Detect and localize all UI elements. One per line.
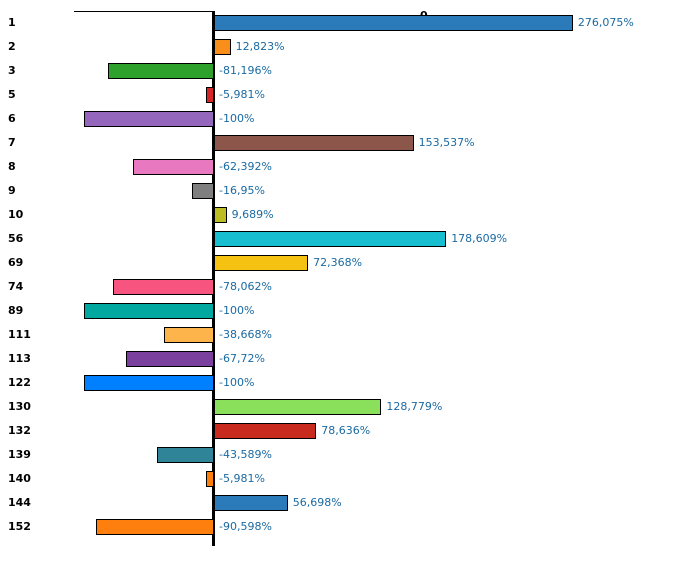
bar [214,423,317,439]
bar-row: 140 -5,981% [0,468,700,492]
bar [214,15,573,31]
bar-row: 6 -100% [0,108,700,132]
category-label: 9 [8,184,16,197]
bar-value-label: -16,95% [219,184,265,197]
bar-row: 144 56,698% [0,492,700,516]
bar [191,183,214,199]
bar-row: 56 178,609% [0,228,700,252]
bar-row: 10 9,689% [0,204,700,228]
bar-row: 132 78,636% [0,420,700,444]
bar-value-label: 276,075% [577,16,634,29]
bar-row: 69 72,368% [0,252,700,276]
category-label: 139 [8,448,31,461]
bar-row: 2 12,823% [0,36,700,60]
bar [84,111,214,127]
bar [108,63,214,79]
category-label: 1 [8,16,16,29]
category-label: 130 [8,400,31,413]
bar [96,519,214,535]
bar-value-label: -90,598% [219,520,272,533]
bar-value-label: -81,196% [219,64,272,77]
category-label: 8 [8,160,16,173]
bar-row: 1 276,075% [0,12,700,36]
bar [206,87,214,103]
plot-top-rule [74,11,214,12]
bar-row: 74 -78,062% [0,276,700,300]
bar-value-label: -78,062% [219,280,272,293]
bar-value-label: -5,981% [219,88,265,101]
bar-value-label: 56,698% [292,496,342,509]
bar-value-label: 153,537% [418,136,475,149]
bar-value-label: 178,609% [451,232,508,245]
bar [214,399,382,415]
category-label: 122 [8,376,31,389]
bar-row: 113 -67,72% [0,348,700,372]
bar-value-label: -5,981% [219,472,265,485]
bar-value-label: 12,823% [235,40,285,53]
bar-value-label: -43,589% [219,448,272,461]
bar-value-label: 72,368% [313,256,363,269]
bar-value-label: 9,689% [231,208,274,221]
bar-row: 152 -90,598% [0,516,700,540]
bar [157,447,214,463]
category-label: 111 [8,328,31,341]
bar [112,279,214,295]
bar [84,303,214,319]
category-label: 113 [8,352,31,365]
category-label: 74 [8,280,24,293]
category-label: 10 [8,208,24,221]
bar [163,327,214,343]
category-label: 6 [8,112,16,125]
category-label: 69 [8,256,24,269]
bar [84,375,214,391]
bar [214,231,447,247]
bar-value-label: -62,392% [219,160,272,173]
bar [206,471,214,487]
bar-value-label: 78,636% [321,424,371,437]
bar [132,159,214,175]
category-label: 3 [8,64,16,77]
bar-value-label: -67,72% [219,352,265,365]
bar-row: 8 -62,392% [0,156,700,180]
bar-row: 130 128,779% [0,396,700,420]
bar [214,207,227,223]
bar [214,495,288,511]
category-label: 152 [8,520,31,533]
bar-row: 122 -100% [0,372,700,396]
category-label: 144 [8,496,31,509]
bar-row: 7 153,537% [0,132,700,156]
bar [125,351,214,367]
bar [214,255,309,271]
category-label: 140 [8,472,31,485]
bar-row: 139 -43,589% [0,444,700,468]
bar [214,39,231,55]
bar-row: 3 -81,196% [0,60,700,84]
bar-value-label: -38,668% [219,328,272,341]
category-label: 7 [8,136,16,149]
category-label: 2 [8,40,16,53]
bar-value-label: -100% [219,304,255,317]
bar [214,135,414,151]
category-label: 132 [8,424,31,437]
category-label: 89 [8,304,24,317]
bar-value-label: 128,779% [386,400,443,413]
bar-value-label: -100% [219,112,255,125]
bar-row: 111 -38,668% [0,324,700,348]
bar-value-label: -100% [219,376,255,389]
bar-row: 9 -16,95% [0,180,700,204]
bar-row: 5 -5,981% [0,84,700,108]
category-label: 56 [8,232,24,245]
category-label: 5 [8,88,16,101]
bar-row: 89 -100% [0,300,700,324]
